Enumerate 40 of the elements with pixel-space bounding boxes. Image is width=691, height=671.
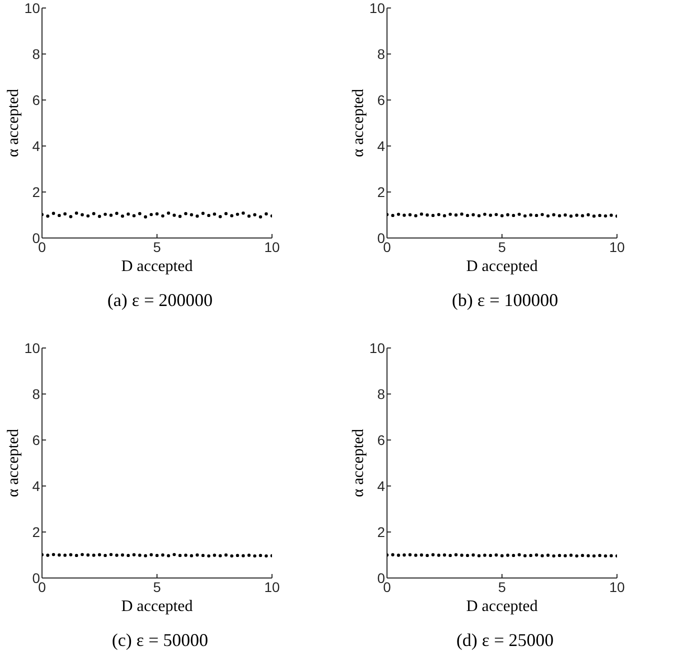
text: (a) ε = 200000: [106, 290, 214, 311]
x-axis-title: D accepted: [120, 598, 194, 616]
y-tick-label: 10: [24, 0, 40, 16]
x-tick-label: 5: [498, 238, 506, 255]
y-axis-title: α accepted: [349, 88, 368, 160]
x-axis-title: D accepted: [465, 598, 539, 616]
y-tick-label: 4: [377, 138, 386, 154]
y-tick-label: 4: [32, 138, 40, 154]
y-tick-label: 2: [377, 524, 386, 540]
y-tick-label: 6: [377, 92, 386, 108]
y-tick-label: 10: [369, 340, 386, 356]
text: (c) ε = 50000: [110, 630, 210, 651]
y-tick-label: 10: [24, 340, 40, 356]
y-axis-title: α accepted: [4, 428, 23, 500]
y-tick-label: 4: [32, 478, 40, 494]
x-tick-label: 10: [609, 238, 625, 255]
y-tick-label: 6: [32, 92, 40, 108]
y-tick-label: 2: [32, 524, 40, 540]
x-axis-title: D accepted: [120, 258, 194, 276]
y-tick-label: 4: [377, 478, 386, 494]
y-tick-label: 10: [369, 0, 386, 16]
x-tick-label: 10: [609, 578, 625, 595]
y-tick-label: 2: [377, 184, 386, 200]
y-tick-label: 8: [377, 386, 386, 402]
x-tick-label: 5: [498, 578, 506, 595]
y-axis-title: α accepted: [349, 428, 368, 500]
y-tick-label: 8: [32, 46, 40, 62]
y-axis-title: α accepted: [4, 88, 23, 160]
x-tick-label: 10: [264, 578, 280, 595]
x-tick-label: 10: [264, 238, 280, 255]
text: (d) ε = 25000: [455, 630, 555, 651]
y-tick-label: 6: [377, 432, 386, 448]
y-tick-label: 8: [377, 46, 386, 62]
text: (b) ε = 100000: [450, 290, 560, 311]
y-tick-label: 2: [32, 184, 40, 200]
x-tick-label: 5: [153, 578, 162, 595]
x-axis-title: D accepted: [465, 258, 539, 276]
y-tick-label: 6: [32, 432, 40, 448]
x-tick-label: 5: [153, 238, 162, 255]
y-tick-label: 8: [32, 386, 40, 402]
